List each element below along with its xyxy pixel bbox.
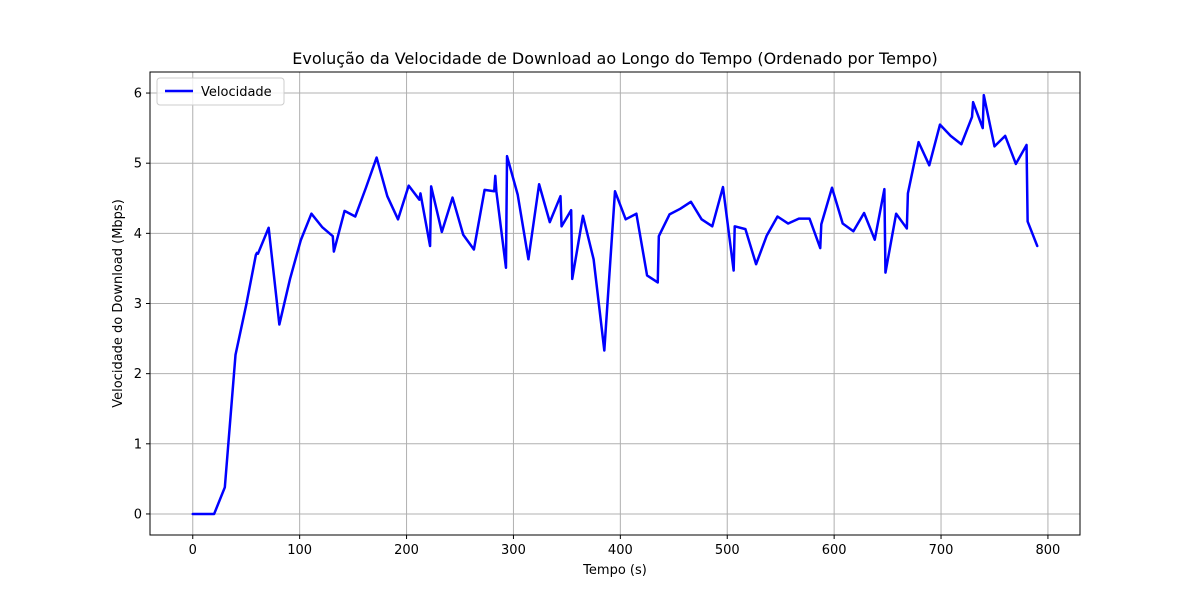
x-tick-label: 700 (929, 543, 954, 558)
legend-label: Velocidade (201, 85, 272, 100)
y-tick-label: 3 (134, 297, 142, 312)
y-tick-label: 0 (134, 507, 142, 522)
chart-title: Evolução da Velocidade de Download ao Lo… (292, 49, 937, 68)
x-tick-label: 200 (394, 543, 419, 558)
y-axis-title: Velocidade do Download (Mbps) (111, 199, 126, 408)
legend: Velocidade (156, 77, 285, 106)
y-tick-label: 2 (134, 367, 142, 382)
y-tick-label: 6 (134, 87, 142, 102)
x-tick-label: 800 (1036, 543, 1061, 558)
x-tick-label: 500 (715, 543, 740, 558)
axis-ticks: 0 100 200 300 400 500 600 700 800 0 1 2 3 4 5 6 (134, 87, 1061, 558)
x-tick-label: 100 (287, 543, 312, 558)
x-tick-label: 300 (501, 543, 526, 558)
x-tick-label: 0 (189, 543, 197, 558)
grid (150, 72, 1080, 535)
legend-box (156, 77, 285, 106)
y-tick-label: 5 (134, 157, 142, 172)
x-tick-label: 600 (822, 543, 847, 558)
x-tick-label: 400 (608, 543, 633, 558)
series-line-velocidade (191, 93, 1039, 516)
y-tick-label: 1 (134, 437, 142, 452)
series-layer (191, 93, 1039, 516)
x-axis-title: Tempo (s) (582, 563, 647, 578)
y-tick-label: 4 (134, 227, 142, 242)
